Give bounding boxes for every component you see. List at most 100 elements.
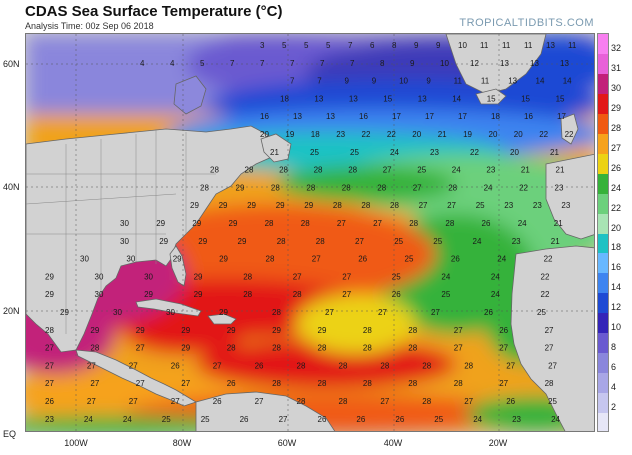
sst-value: 27 [45, 379, 54, 388]
sst-value: 29 [198, 237, 207, 246]
sst-value: 27 [545, 344, 554, 353]
sst-value: 28 [272, 344, 281, 353]
sst-value: 25 [548, 397, 557, 406]
color-scale-cell [598, 293, 608, 314]
sst-value: 23 [486, 166, 495, 175]
sst-value: 21 [551, 237, 560, 246]
sst-value: 24 [491, 290, 500, 299]
color-scale-label: 6 [611, 362, 617, 373]
sst-value: 24 [473, 237, 482, 246]
sst-value: 23 [336, 130, 345, 139]
sst-value: 27 [499, 379, 508, 388]
sst-value: 26 [392, 290, 401, 299]
sst-value: 7 [290, 77, 295, 86]
sst-value: 13 [508, 77, 517, 86]
sst-value: 18 [311, 130, 320, 139]
sst-value: 24 [551, 415, 560, 424]
sst-value: 29 [229, 219, 238, 228]
sst-value: 29 [156, 219, 165, 228]
sst-value: 22 [541, 272, 550, 281]
sst-value: 23 [561, 201, 570, 210]
sst-value: 28 [266, 255, 275, 264]
color-scale-cell [598, 133, 608, 155]
sst-value: 25 [417, 166, 426, 175]
sst-value: 23 [512, 415, 521, 424]
sst-value: 24 [84, 415, 93, 424]
sst-value: 13 [500, 59, 509, 68]
sst-value: 28 [339, 397, 348, 406]
sst-value: 26 [482, 219, 491, 228]
sst-value: 27 [87, 397, 96, 406]
sst-value: 20 [260, 130, 269, 139]
sst-value: 22 [362, 130, 371, 139]
sst-value: 24 [123, 415, 132, 424]
sst-value: 29 [192, 219, 201, 228]
sst-value: 24 [491, 272, 500, 281]
sst-value: 26 [356, 415, 365, 424]
sst-value: 21 [270, 148, 279, 157]
lat-label-60n: 60N [3, 59, 20, 69]
sst-value: 29 [190, 201, 199, 210]
sst-map-canvas: 3 5 5 5 7 6 8 9 9 10 11 11 11 13 114 4 5 7 7 7 7 7 8 9 10 12 13 13 1… [26, 34, 594, 431]
sst-value: 10 [399, 77, 408, 86]
sst-value: 28 [297, 361, 306, 370]
sst-value: 28 [243, 272, 252, 281]
sst-value: 23 [555, 183, 564, 192]
sst-value: 26 [255, 361, 264, 370]
color-scale-label: 4 [611, 382, 617, 393]
sst-value: 29 [276, 201, 285, 210]
sst-value: 20 [514, 130, 523, 139]
sst-value: 28 [454, 379, 463, 388]
sst-value: 27 [431, 308, 440, 317]
sst-value: 28 [333, 201, 342, 210]
sst-value: 13 [314, 94, 323, 103]
sst-value: 28 [390, 201, 399, 210]
sst-value: 29 [219, 255, 228, 264]
sst-value: 28 [422, 397, 431, 406]
brand-watermark: TROPICALTIDBITS.COM [459, 17, 594, 29]
sst-value: 13 [326, 112, 335, 121]
sst-value: 14 [452, 94, 461, 103]
sst-value: 28 [408, 344, 417, 353]
sst-value: 28 [243, 290, 252, 299]
sst-value: 29 [144, 290, 153, 299]
sst-value: 21 [556, 166, 565, 175]
sst-value: 29 [181, 326, 190, 335]
sst-value: 28 [464, 361, 473, 370]
color-scale-label: 29 [611, 102, 622, 113]
sst-value: 26 [45, 397, 54, 406]
color-scale-cell [598, 333, 608, 354]
sst-value: 30 [126, 255, 135, 264]
sst-value: 22 [539, 130, 548, 139]
sst-value: 28 [408, 326, 417, 335]
sst-value: 29 [173, 255, 182, 264]
sst-value: 28 [363, 326, 372, 335]
sst-value: 19 [463, 130, 472, 139]
sst-value: 30 [166, 308, 175, 317]
color-scale-label: 24 [611, 182, 622, 193]
sst-value: 17 [425, 112, 434, 121]
sst-value: 4 [170, 59, 175, 68]
sst-value: 27 [171, 397, 180, 406]
sst-value: 12 [470, 59, 479, 68]
sst-value: 21 [550, 148, 559, 157]
color-scale-cell [598, 353, 608, 374]
sst-value: 29 [159, 237, 168, 246]
color-scale-label: 18 [611, 242, 622, 253]
map-title: CDAS Sea Surface Temperature (°C) [25, 3, 283, 20]
sst-value: 28 [272, 308, 281, 317]
sst-value: 28 [272, 379, 281, 388]
sst-value: 4 [140, 59, 145, 68]
sst-value: 28 [227, 344, 236, 353]
sst-value: 28 [422, 361, 431, 370]
sst-value: 26 [358, 255, 367, 264]
sst-value: 25 [476, 201, 485, 210]
color-scale-label: 31 [611, 62, 622, 73]
lat-label-eq: EQ [3, 429, 17, 439]
sst-value: 29 [136, 326, 145, 335]
sst-value: 25 [434, 415, 443, 424]
sst-value: 28 [297, 397, 306, 406]
sst-value: 29 [194, 272, 203, 281]
sst-value-labels: 3 5 5 5 7 6 8 9 9 10 11 11 11 13 114 4 5 7 7 7 7 7 8 9 10 12 13 13 1… [45, 41, 577, 424]
sst-value: 9 [345, 77, 350, 86]
